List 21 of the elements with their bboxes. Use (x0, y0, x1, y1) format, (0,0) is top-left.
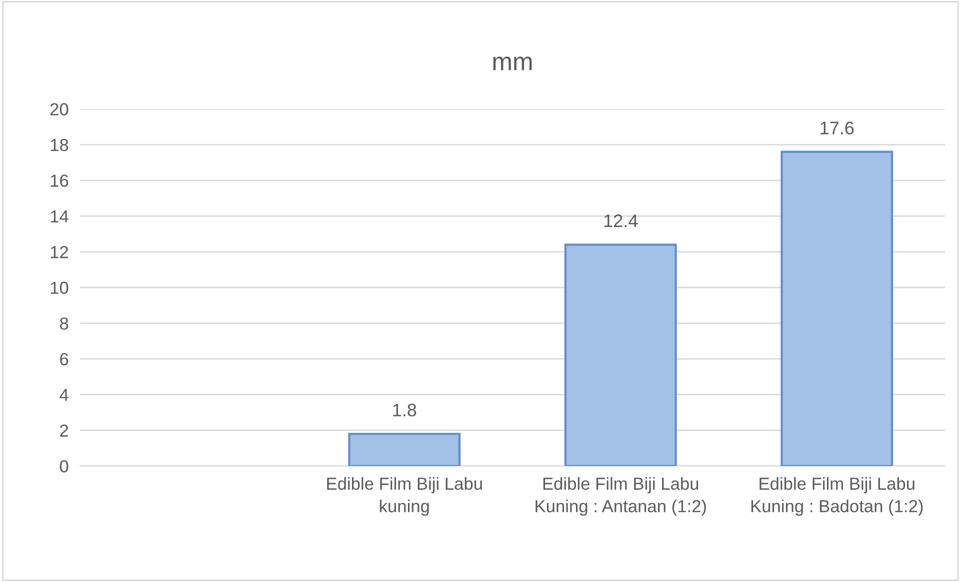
y-tick-label: 14 (50, 210, 68, 222)
x-tick-label: Edible Film Biji Labu kuning (327, 477, 482, 516)
chart-title: mm (493, 56, 532, 70)
y-tick-label: 16 (50, 174, 68, 187)
y-tick-label: 6 (60, 353, 68, 366)
y-tick-label: 12 (50, 246, 68, 258)
x-tick-label: Edible Film Biji Labu Kuning : Badotan (1:2) (751, 477, 923, 516)
y-tick-label: 20 (50, 103, 68, 116)
y-tick-label: 0 (60, 460, 68, 472)
y-tick-label: 4 (60, 388, 68, 401)
x-tick-label: Edible Film Biji Labu Kuning : Antanan (1:2) (536, 477, 706, 516)
bar (564, 244, 677, 466)
bar (780, 150, 894, 466)
data-label: 12.4 (604, 214, 638, 228)
data-label: 17.6 (820, 122, 854, 134)
y-tick-label: 8 (60, 317, 68, 330)
bar (348, 432, 461, 466)
y-tick-label: 2 (60, 424, 68, 437)
y-tick-label: 10 (50, 282, 68, 294)
data-label: 1.8 (393, 404, 416, 416)
y-tick-label: 18 (50, 138, 68, 152)
